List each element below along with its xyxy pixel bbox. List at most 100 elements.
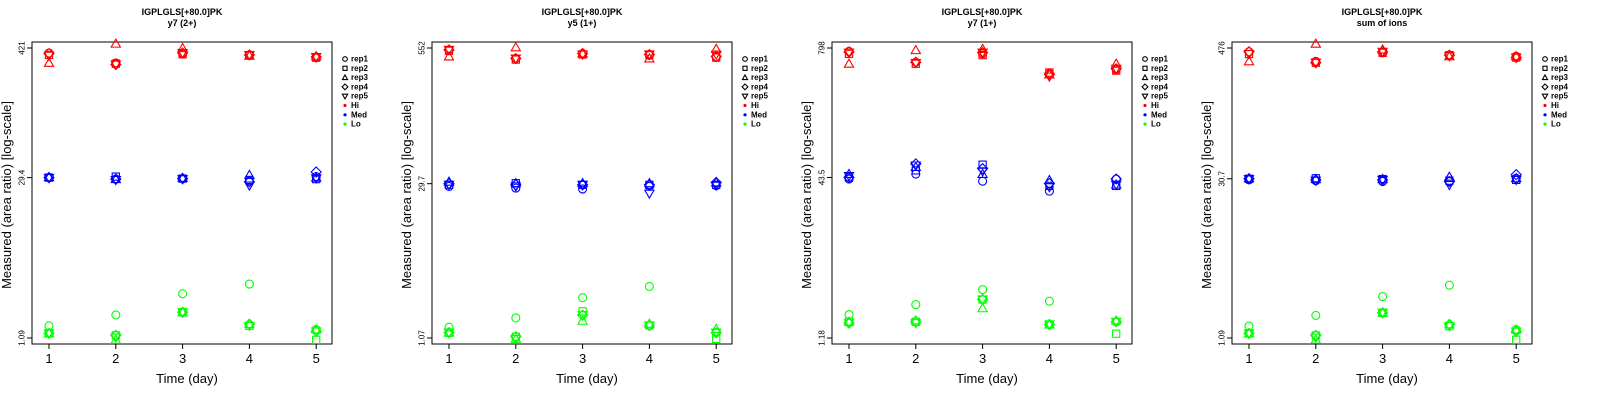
- data-point-med-rep3: [110, 173, 122, 184]
- legend-label: Med: [751, 110, 767, 119]
- data-point-hi-rep5: [177, 48, 189, 59]
- chart-subtitle: y7 (2+): [168, 18, 197, 28]
- x-tick-label: 3: [1379, 351, 1386, 366]
- data-point-med-rep3: [977, 168, 989, 179]
- x-axis-label: Time (day): [556, 371, 618, 386]
- data-point-med-rep2: [978, 160, 987, 169]
- legend-dot-lo: [1143, 122, 1147, 126]
- data-point-lo-rep1: [1444, 280, 1454, 290]
- legend-label: rep3: [351, 73, 368, 82]
- data-point-hi-rep5: [510, 54, 522, 65]
- legend-label: rep2: [351, 64, 368, 73]
- data-point-med-rep3: [177, 172, 189, 182]
- data-point-lo-rep3: [1110, 314, 1122, 325]
- legend-dot-lo: [343, 122, 347, 126]
- data-point-med-rep5: [1377, 175, 1389, 186]
- data-point-hi-rep3: [710, 43, 722, 54]
- data-point-med-rep5: [577, 180, 589, 191]
- y-tick-label: 1.18: [818, 330, 827, 346]
- data-point-hi-rep3: [310, 50, 322, 61]
- data-point-hi-rep3: [1110, 58, 1122, 68]
- legend-dot-hi: [743, 103, 747, 108]
- legend-label: rep4: [1551, 82, 1568, 91]
- data-point-hi-rep5: [1243, 49, 1255, 60]
- legend-label: rep5: [351, 92, 368, 101]
- data-point-med-rep5: [1443, 180, 1455, 191]
- legend-marker-rep5: [741, 93, 749, 100]
- data-point-med-rep5: [310, 174, 322, 184]
- chart-subtitle: y5 (1+): [568, 18, 597, 28]
- legend-dot-hi: [1143, 103, 1147, 108]
- data-point-med-rep5: [977, 167, 989, 177]
- x-tick-label: 2: [912, 351, 919, 366]
- chart-title: IGPLGLS[+80.0]PK: [942, 7, 1023, 17]
- data-point-med-rep1: [1111, 174, 1121, 184]
- data-point-med-rep5: [1510, 175, 1522, 186]
- data-point-lo-rep5: [443, 328, 455, 339]
- x-tick-label: 1: [1245, 351, 1252, 366]
- legend-marker-rep4: [341, 83, 349, 91]
- legend-dot-med: [343, 113, 347, 117]
- legend-label: rep4: [1151, 82, 1168, 91]
- data-point-med-rep5: [910, 161, 922, 172]
- data-point-hi-rep5: [843, 48, 855, 59]
- legend-marker-rep5: [341, 93, 349, 100]
- data-point-lo-rep2: [312, 335, 321, 344]
- legend-marker-rep2: [1142, 65, 1148, 71]
- data-point-lo-rep5: [1043, 320, 1055, 331]
- y-tick-label: 29.7: [418, 175, 427, 191]
- data-point-hi-rep5: [1043, 72, 1055, 83]
- y-tick-label: 798: [818, 41, 827, 55]
- legend-label: rep5: [1551, 92, 1568, 101]
- data-point-hi-rep3: [510, 41, 522, 52]
- data-point-lo-rep5: [577, 311, 589, 321]
- data-point-med-rep3: [43, 171, 55, 182]
- data-point-hi-rep4: [710, 50, 722, 63]
- legend-label: rep2: [751, 64, 768, 73]
- x-tick-label: 1: [445, 351, 452, 366]
- data-point-hi-rep5: [577, 50, 589, 61]
- legend-marker-rep1: [1142, 56, 1148, 62]
- data-point-med-rep1: [978, 176, 988, 186]
- legend-label: Lo: [751, 120, 761, 129]
- data-point-lo-rep5: [710, 328, 722, 339]
- data-point-med-rep5: [510, 182, 522, 193]
- legend-label: Med: [1551, 110, 1567, 119]
- data-point-med-rep3: [1110, 178, 1122, 189]
- legend-label: rep1: [1551, 55, 1568, 64]
- legend-label: rep2: [1151, 64, 1168, 73]
- data-point-lo-rep1: [1311, 310, 1321, 320]
- data-point-hi-rep5: [443, 45, 455, 56]
- data-point-hi-rep3: [177, 42, 189, 53]
- y-tick-label: 421: [18, 41, 27, 55]
- legend-marker-rep5: [1541, 93, 1549, 100]
- data-point-hi-rep3: [110, 37, 122, 48]
- legend-label: Med: [351, 110, 367, 119]
- data-point-lo-rep5: [1310, 333, 1322, 344]
- data-point-med-rep1: [1044, 186, 1054, 196]
- data-point-lo-rep5: [1510, 327, 1522, 338]
- data-point-hi-rep5: [1377, 47, 1389, 58]
- data-point-hi-rep3: [1310, 38, 1322, 48]
- data-point-med-rep4: [1110, 173, 1122, 185]
- data-point-hi-rep5: [1310, 58, 1322, 69]
- data-point-lo-rep5: [177, 308, 189, 318]
- data-point-med-rep5: [1243, 175, 1255, 185]
- x-tick-label: 1: [845, 351, 852, 366]
- data-point-lo-rep3: [1443, 318, 1455, 329]
- data-point-lo-rep5: [977, 295, 989, 306]
- legend-marker-rep1: [742, 56, 748, 62]
- y-tick-label: 476: [1218, 41, 1227, 55]
- data-point-hi-rep2: [978, 50, 987, 60]
- data-point-lo-rep3: [577, 315, 589, 325]
- data-point-med-rep1: [578, 184, 588, 194]
- data-point-hi-rep5: [110, 60, 122, 71]
- legend-label: rep1: [351, 55, 368, 64]
- data-point-med-rep5: [1043, 183, 1055, 193]
- legend-marker-rep1: [342, 56, 348, 62]
- data-point-lo-rep1: [578, 293, 588, 303]
- data-point-med-rep3: [1377, 173, 1389, 184]
- legend-dot-lo: [743, 122, 747, 126]
